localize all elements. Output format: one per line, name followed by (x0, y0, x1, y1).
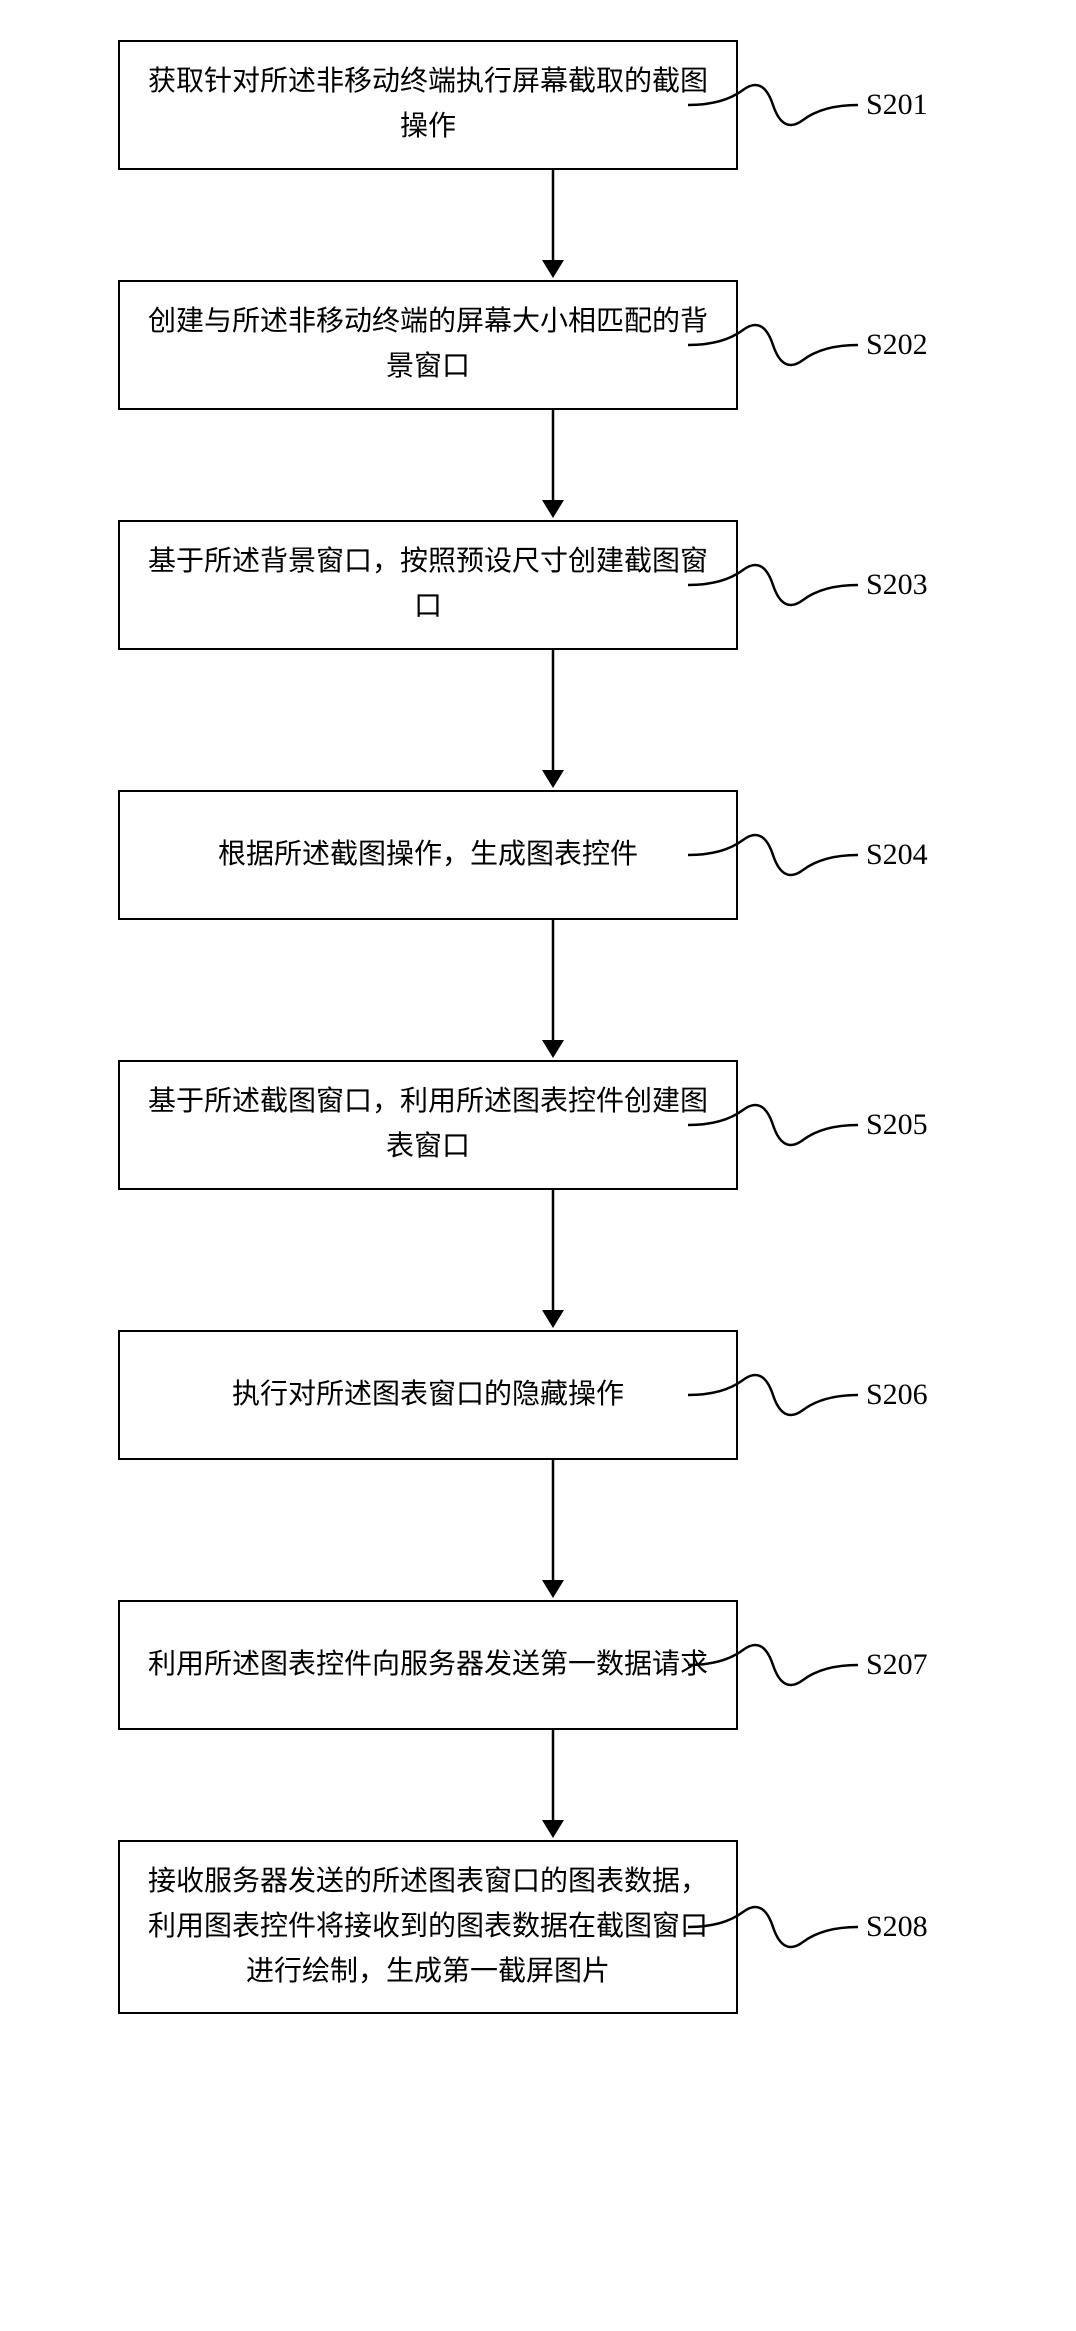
step-row: 基于所述截图窗口，利用所述图表控件创建图表窗口 S205 (88, 1060, 988, 1190)
arrow-down-icon (533, 1190, 573, 1330)
connector-curve-icon (688, 1095, 858, 1155)
connector (738, 40, 858, 170)
step-box-s208: 接收服务器发送的所述图表窗口的图表数据，利用图表控件将接收到的图表数据在截图窗口… (118, 1840, 738, 2014)
flowchart-container: 获取针对所述非移动终端执行屏幕截取的截图操作 S201 创建与所述非移动终端的屏… (88, 40, 988, 2014)
connector-curve-icon (688, 315, 858, 375)
arrow (243, 1190, 863, 1330)
connector-curve-icon (688, 555, 858, 615)
step-text: 基于所述截图窗口，利用所述图表控件创建图表窗口 (148, 1080, 708, 1170)
step-text: 创建与所述非移动终端的屏幕大小相匹配的背景窗口 (148, 300, 708, 390)
step-row: 利用所述图表控件向服务器发送第一数据请求 S207 (88, 1600, 988, 1730)
step-row: 根据所述截图操作，生成图表控件 S204 (88, 790, 988, 920)
arrow-down-icon (533, 920, 573, 1060)
connector (738, 1600, 858, 1730)
connector-curve-icon (688, 1897, 858, 1957)
step-label: S202 (866, 328, 928, 362)
step-label: S208 (866, 1910, 928, 1944)
step-box-s201: 获取针对所述非移动终端执行屏幕截取的截图操作 (118, 40, 738, 170)
arrow (243, 1460, 863, 1600)
step-box-s205: 基于所述截图窗口，利用所述图表控件创建图表窗口 (118, 1060, 738, 1190)
connector (738, 790, 858, 920)
step-row: 接收服务器发送的所述图表窗口的图表数据，利用图表控件将接收到的图表数据在截图窗口… (88, 1840, 988, 2014)
connector-curve-icon (688, 825, 858, 885)
arrow (243, 1730, 863, 1840)
step-row: 获取针对所述非移动终端执行屏幕截取的截图操作 S201 (88, 40, 988, 170)
connector-curve-icon (688, 1365, 858, 1425)
step-label: S203 (866, 568, 928, 602)
step-row: 执行对所述图表窗口的隐藏操作 S206 (88, 1330, 988, 1460)
step-text: 基于所述背景窗口，按照预设尺寸创建截图窗口 (148, 540, 708, 630)
step-row: 创建与所述非移动终端的屏幕大小相匹配的背景窗口 S202 (88, 280, 988, 410)
connector-curve-icon (688, 1635, 858, 1695)
connector (738, 520, 858, 650)
arrow-down-icon (533, 1460, 573, 1600)
arrow-down-icon (533, 1730, 573, 1840)
step-box-s206: 执行对所述图表窗口的隐藏操作 (118, 1330, 738, 1460)
step-label: S206 (866, 1378, 928, 1412)
arrow (243, 920, 863, 1060)
step-text: 根据所述截图操作，生成图表控件 (218, 833, 638, 878)
step-text: 利用所述图表控件向服务器发送第一数据请求 (148, 1643, 708, 1688)
connector (738, 1060, 858, 1190)
step-row: 基于所述背景窗口，按照预设尺寸创建截图窗口 S203 (88, 520, 988, 650)
arrow-down-icon (533, 650, 573, 790)
step-label: S205 (866, 1108, 928, 1142)
connector (738, 1330, 858, 1460)
step-box-s204: 根据所述截图操作，生成图表控件 (118, 790, 738, 920)
step-box-s207: 利用所述图表控件向服务器发送第一数据请求 (118, 1600, 738, 1730)
connector (738, 280, 858, 410)
step-label: S201 (866, 88, 928, 122)
arrow (243, 170, 863, 280)
step-text: 获取针对所述非移动终端执行屏幕截取的截图操作 (148, 60, 708, 150)
arrow-down-icon (533, 170, 573, 280)
arrow-down-icon (533, 410, 573, 520)
step-text: 执行对所述图表窗口的隐藏操作 (232, 1373, 624, 1418)
step-label: S204 (866, 838, 928, 872)
step-box-s203: 基于所述背景窗口，按照预设尺寸创建截图窗口 (118, 520, 738, 650)
step-text: 接收服务器发送的所述图表窗口的图表数据，利用图表控件将接收到的图表数据在截图窗口… (148, 1860, 708, 1994)
connector-curve-icon (688, 75, 858, 135)
step-box-s202: 创建与所述非移动终端的屏幕大小相匹配的背景窗口 (118, 280, 738, 410)
arrow (243, 410, 863, 520)
arrow (243, 650, 863, 790)
connector (738, 1840, 858, 2014)
step-label: S207 (866, 1648, 928, 1682)
